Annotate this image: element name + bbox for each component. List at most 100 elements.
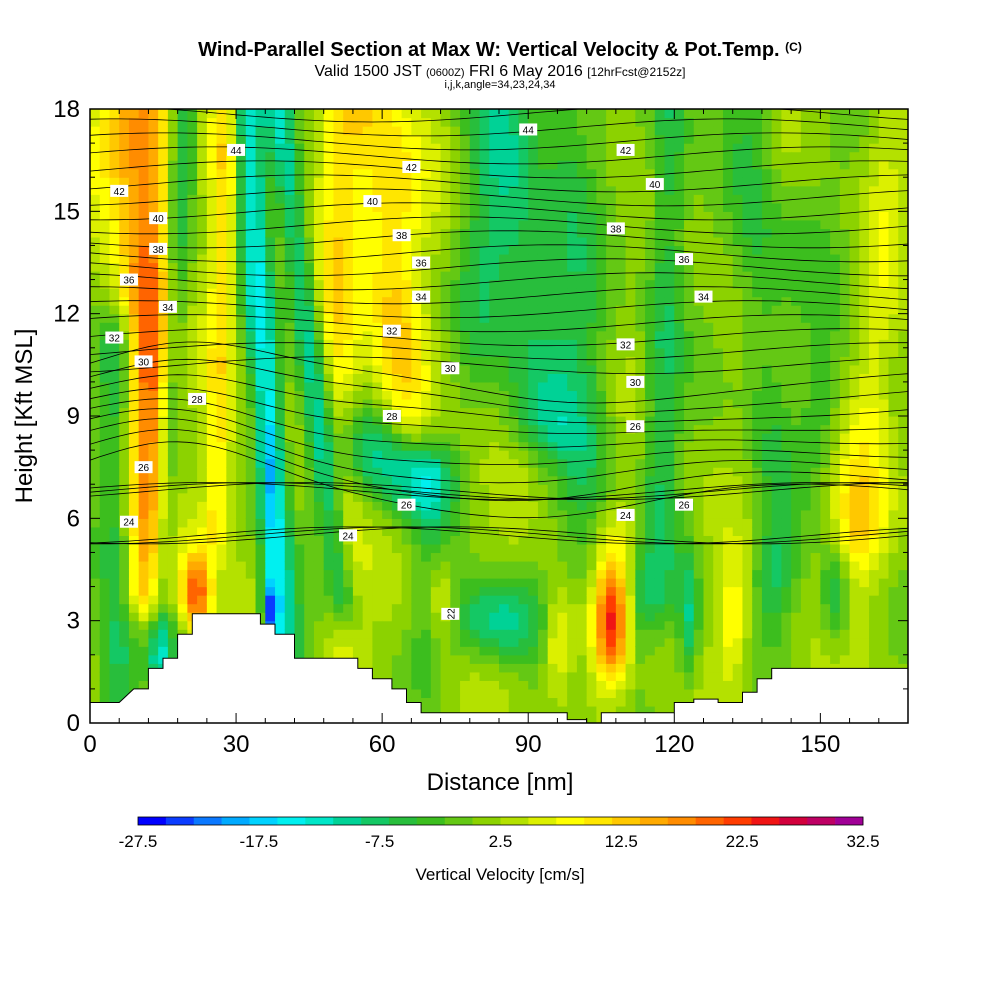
velocity-cell — [99, 271, 111, 281]
velocity-cell — [469, 117, 481, 127]
velocity-cell — [567, 603, 578, 613]
velocity-cell — [430, 398, 442, 409]
velocity-cell — [499, 697, 510, 707]
velocity-cell — [255, 595, 266, 605]
velocity-cell — [304, 364, 315, 374]
velocity-cell — [460, 177, 471, 187]
velocity-cell — [645, 185, 656, 195]
velocity-cell — [90, 151, 101, 161]
velocity-cell — [236, 262, 247, 272]
velocity-cell — [382, 236, 393, 247]
velocity-cell — [323, 168, 335, 178]
velocity-cell — [460, 663, 471, 673]
velocity-cell — [479, 109, 490, 119]
velocity-cell — [479, 433, 490, 443]
velocity-cell — [674, 347, 685, 357]
velocity-cell — [537, 398, 549, 409]
velocity-cell — [275, 279, 286, 289]
velocity-cell — [654, 680, 666, 690]
velocity-cell — [265, 185, 276, 195]
velocity-cell — [479, 398, 490, 409]
velocity-cell — [313, 177, 325, 187]
velocity-cell — [703, 492, 714, 502]
velocity-cell — [99, 671, 111, 681]
velocity-cell — [625, 646, 636, 656]
velocity-cell — [440, 160, 451, 170]
velocity-cell — [606, 373, 617, 383]
velocity-cell — [684, 219, 695, 229]
velocity-cell — [567, 253, 578, 264]
velocity-cell — [352, 629, 364, 639]
velocity-cell — [206, 228, 218, 238]
velocity-cell — [557, 236, 568, 247]
velocity-cell — [421, 595, 432, 605]
velocity-cell — [469, 646, 481, 656]
velocity-cell — [693, 526, 705, 536]
velocity-cell — [586, 688, 597, 699]
velocity-cell — [547, 126, 559, 136]
velocity-cell — [761, 663, 773, 673]
velocity-cell — [547, 578, 559, 588]
velocity-cell — [236, 245, 247, 255]
velocity-cell — [226, 433, 237, 443]
velocity-cell — [236, 467, 247, 477]
velocity-cell — [537, 578, 549, 588]
velocity-cell — [518, 492, 529, 502]
velocity-cell — [460, 492, 471, 502]
velocity-cell — [499, 671, 510, 681]
velocity-cell — [703, 629, 714, 639]
velocity-cell — [313, 629, 325, 639]
velocity-cell — [411, 390, 422, 400]
velocity-cell — [654, 279, 666, 289]
velocity-cell — [586, 654, 597, 664]
velocity-cell — [537, 245, 549, 255]
velocity-cell — [469, 390, 481, 400]
velocity-cell — [245, 245, 257, 255]
velocity-cell — [537, 612, 549, 622]
velocity-cell — [391, 620, 403, 630]
velocity-cell — [742, 134, 753, 144]
velocity-cell — [557, 518, 568, 528]
velocity-cell — [304, 134, 315, 144]
velocity-cell — [372, 313, 383, 323]
velocity-cell — [362, 228, 374, 238]
velocity-cell — [158, 117, 169, 127]
velocity-cell — [343, 262, 354, 272]
velocity-cell — [635, 535, 646, 545]
velocity-cell — [138, 271, 150, 281]
velocity-cell — [138, 381, 150, 392]
velocity-cell — [645, 509, 656, 519]
velocity-cell — [518, 322, 529, 332]
velocity-cell — [625, 347, 636, 357]
velocity-cell — [391, 450, 403, 460]
velocity-cell — [167, 450, 179, 460]
velocity-cell — [752, 475, 763, 485]
velocity-cell — [440, 194, 451, 204]
velocity-cell — [722, 501, 734, 511]
velocity-cell — [148, 526, 159, 536]
velocity-cell — [421, 202, 432, 212]
velocity-cell — [226, 586, 237, 596]
velocity-cell — [596, 364, 607, 374]
velocity-cell — [732, 543, 744, 554]
velocity-cell — [693, 245, 705, 255]
velocity-cell — [615, 347, 627, 357]
velocity-cell — [479, 458, 490, 468]
velocity-cell — [684, 671, 695, 681]
velocity-cell — [615, 501, 627, 511]
velocity-cell — [732, 526, 744, 536]
velocity-cell — [226, 501, 237, 511]
velocity-cell — [109, 407, 120, 417]
velocity-cell — [245, 202, 257, 212]
velocity-cell — [489, 347, 500, 357]
velocity-cell — [518, 697, 529, 707]
velocity-cell — [664, 654, 675, 664]
velocity-cell — [177, 185, 188, 195]
velocity-cell — [236, 433, 247, 443]
velocity-cell — [567, 578, 578, 588]
velocity-cell — [508, 458, 520, 468]
velocity-cell — [547, 620, 559, 630]
velocity-cell — [352, 296, 364, 306]
velocity-cell — [245, 288, 257, 298]
velocity-cell — [128, 646, 140, 656]
